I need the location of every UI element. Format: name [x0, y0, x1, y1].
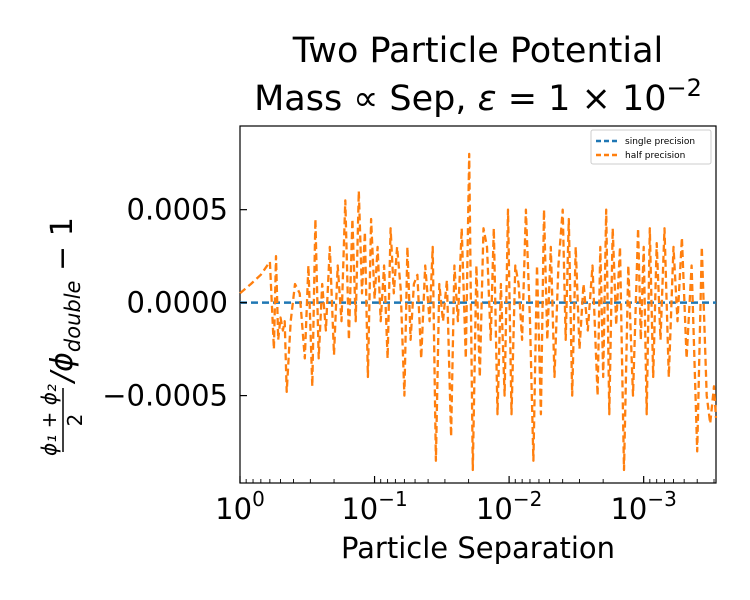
y-tick-label: 0.0000 — [127, 286, 228, 320]
legend-half-label: half precision — [625, 151, 685, 161]
ylabel-rest: /ϕ — [45, 352, 80, 385]
series-line-half-precision — [239, 152, 718, 472]
ylabel-sub: double — [61, 281, 85, 353]
title-prefix: Mass ∝ Sep, — [254, 79, 478, 119]
x-tick-label: 10−1 — [341, 487, 407, 526]
title-eq: = 1 × 10 — [497, 79, 667, 119]
y-tick-label: −0.0005 — [102, 379, 228, 413]
legend: single precision half precision — [590, 129, 712, 165]
x-tick-label: 10−2 — [476, 487, 542, 526]
x-tick-label: 10−3 — [610, 487, 676, 526]
series-layer — [239, 152, 718, 472]
legend-single-label: single precision — [625, 137, 695, 147]
y-tick-label: 0.0005 — [127, 193, 228, 227]
ylabel-tail: − 1 — [45, 217, 80, 280]
title-exp: −2 — [667, 74, 702, 102]
chart-title-line1: Two Particle Potential — [292, 31, 664, 71]
plot-area: 100 10−1 10−2 10−3 0.0005 0.0000 −0.0005 — [102, 125, 718, 526]
title-epsilon: ε — [478, 79, 497, 119]
ylabel-frac-den: 2 — [63, 414, 87, 427]
legend-box — [590, 129, 712, 165]
tick-layer: 100 10−1 10−2 10−3 0.0005 0.0000 −0.0005 — [102, 193, 715, 526]
y-axis-label: ϕ₁ + ϕ₂ 2 /ϕdouble − 1 — [37, 217, 87, 456]
x-tick-label: 100 — [215, 487, 265, 526]
chart-title-line2: Mass ∝ Sep, ε = 1 × 10−2 — [254, 74, 702, 119]
ylabel-main: /ϕdouble − 1 — [45, 217, 85, 385]
x-axis-label: Particle Separation — [341, 531, 615, 565]
ylabel-frac-num: ϕ₁ + ϕ₂ — [37, 384, 61, 456]
